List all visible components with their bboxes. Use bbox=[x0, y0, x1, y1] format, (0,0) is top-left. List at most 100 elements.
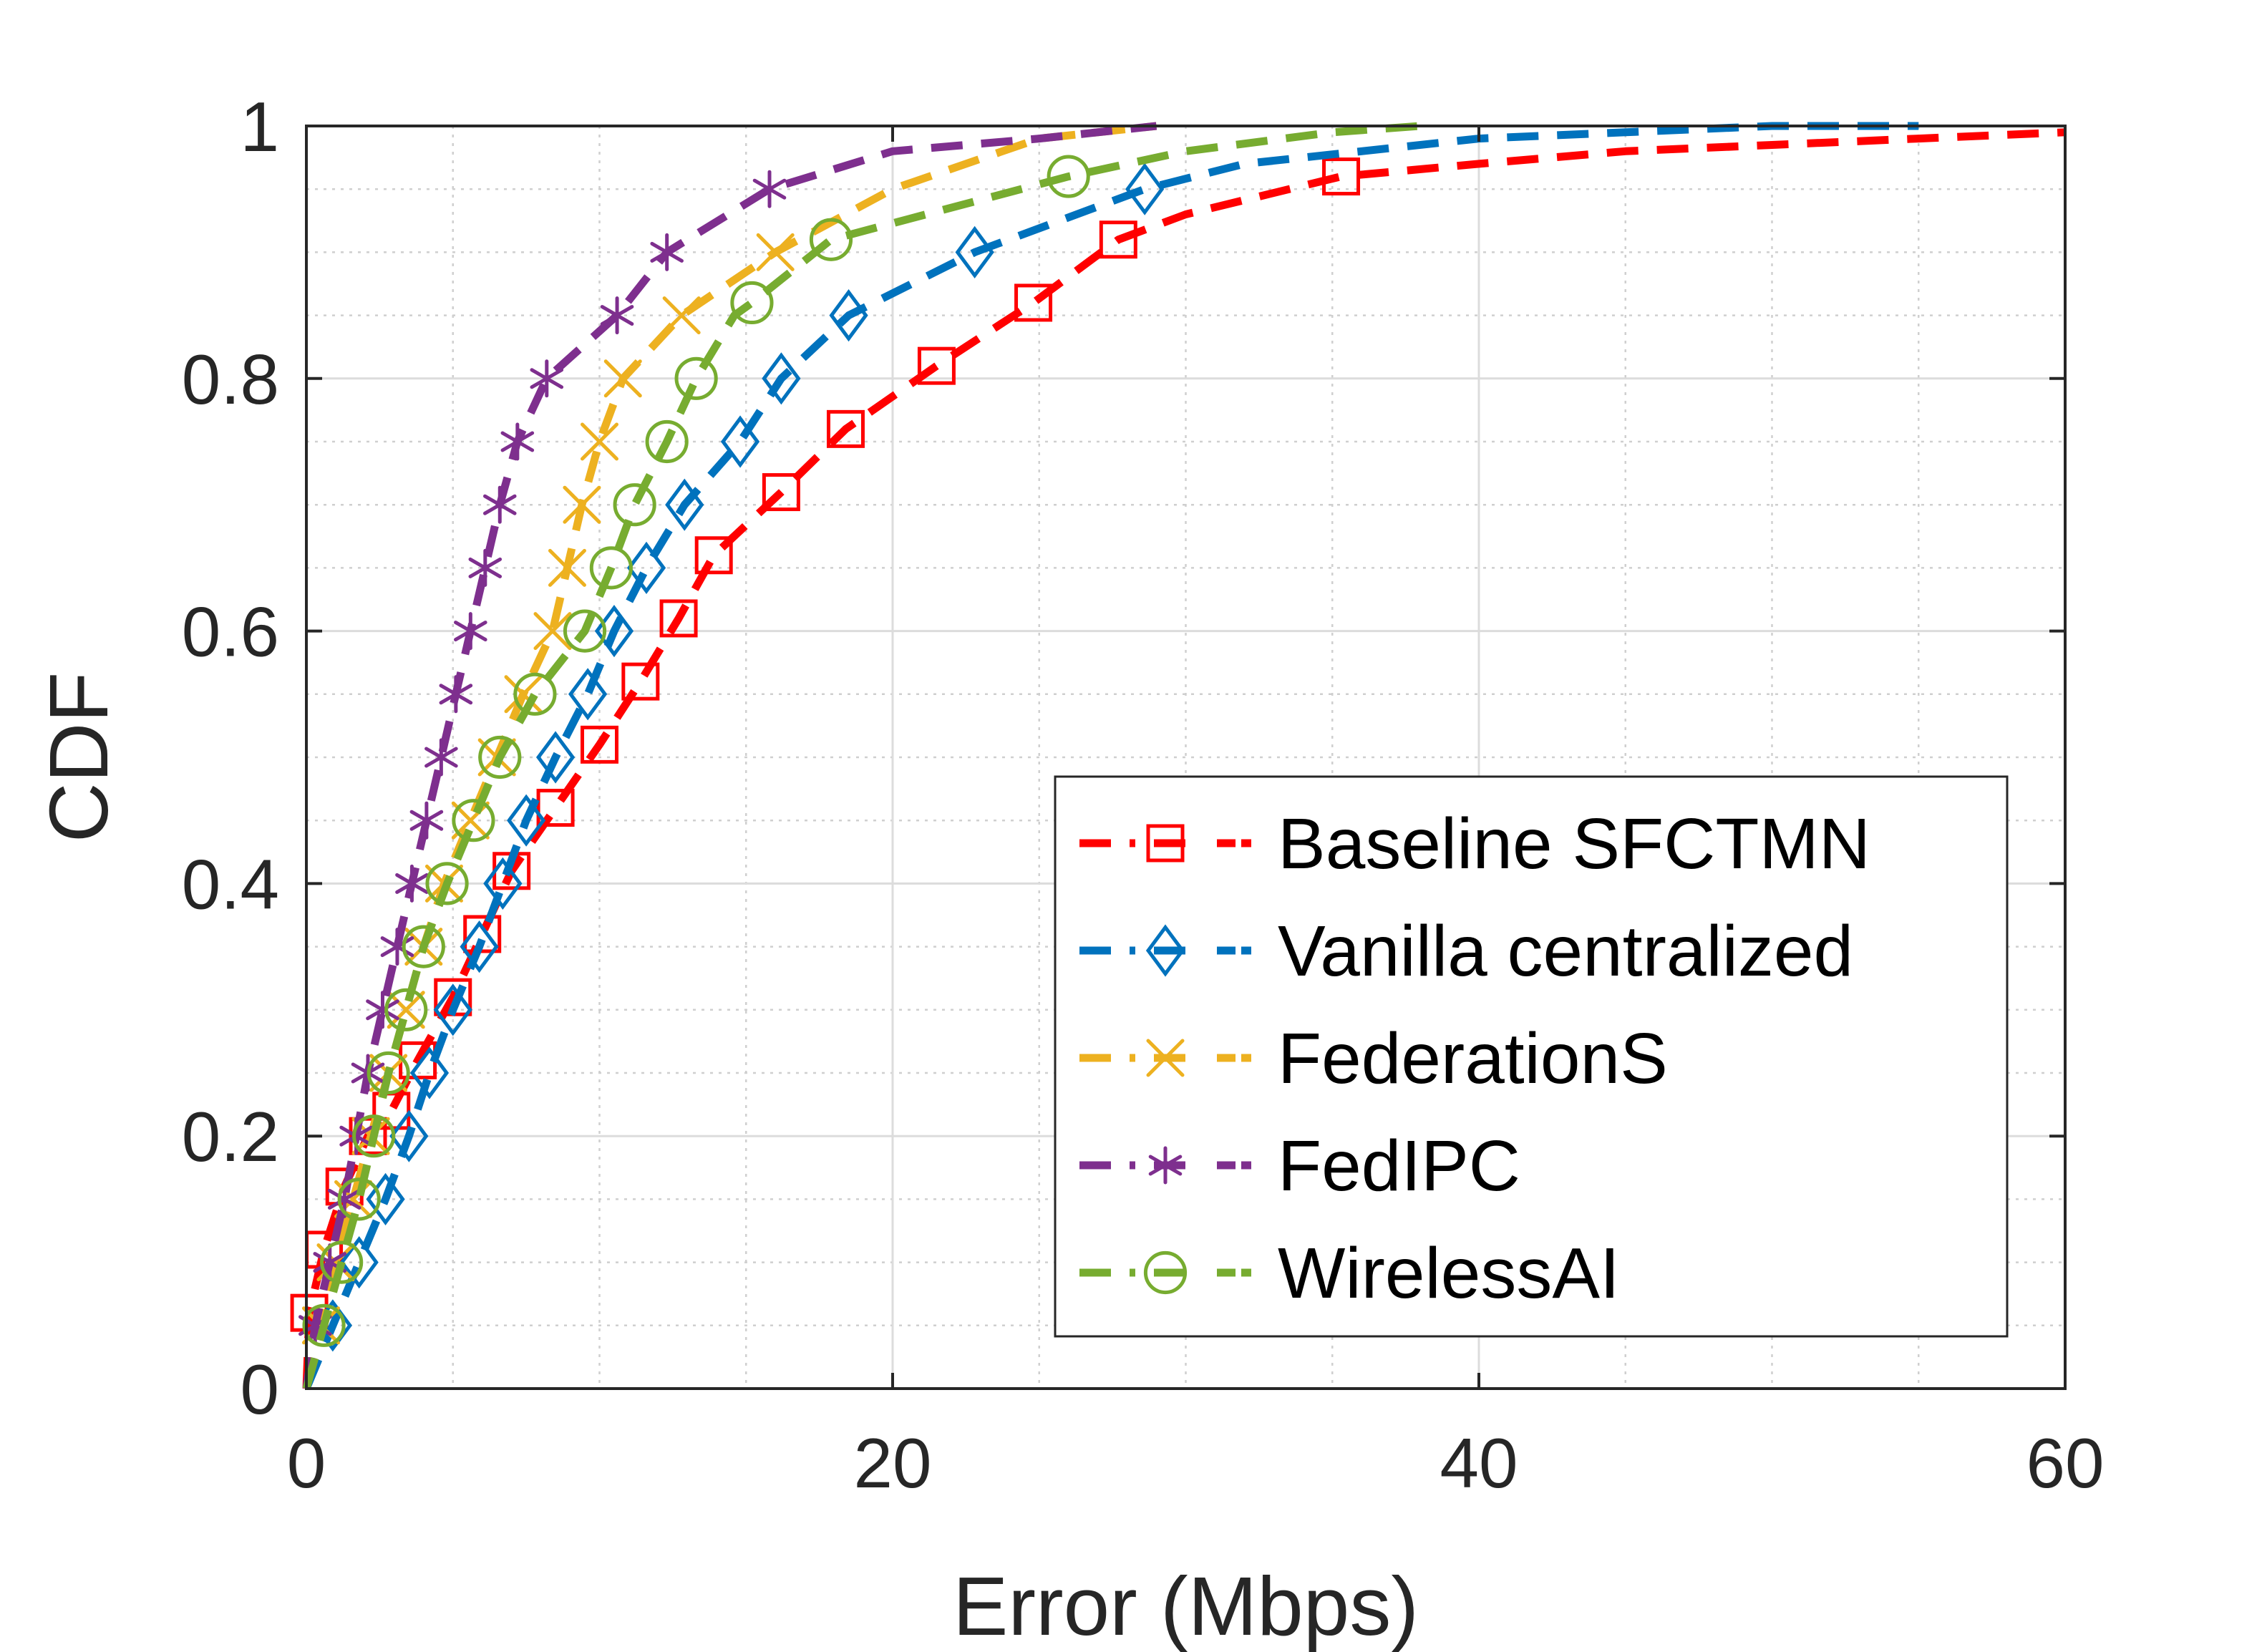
data-point-wirelessai bbox=[809, 218, 853, 261]
data-point-fedipc bbox=[600, 296, 634, 335]
data-point-baseline-sfctmn bbox=[463, 915, 502, 953]
legend-swatch-marker bbox=[1145, 924, 1185, 977]
data-point-wirelessai bbox=[337, 1177, 381, 1221]
data-point-fedipc bbox=[424, 738, 458, 777]
data-point-vanilla-centralized bbox=[720, 415, 760, 468]
data-point-wirelessai bbox=[645, 419, 689, 464]
y-tick-label: 1 bbox=[240, 87, 279, 166]
x-tick-label: 0 bbox=[287, 1424, 326, 1502]
data-point-baseline-sfctmn bbox=[762, 473, 800, 512]
y-axis-label: CDF bbox=[32, 672, 125, 842]
data-point-wirelessai bbox=[302, 1303, 346, 1347]
data-point-vanilla-centralized bbox=[366, 1172, 405, 1226]
data-point-wirelessai bbox=[589, 546, 633, 590]
series-markers-wirelessai bbox=[302, 155, 1090, 1347]
series-markers-fedipc bbox=[298, 170, 787, 1345]
data-point-vanilla-centralized bbox=[568, 668, 608, 721]
legend-item-fedipc: FedIPC bbox=[1079, 1126, 1520, 1206]
data-point-vanilla-centralized bbox=[762, 352, 801, 405]
legend-item-baseline-sfctmn: Baseline SFCTMN bbox=[1079, 804, 1870, 884]
data-point-baseline-sfctmn bbox=[1014, 283, 1053, 322]
data-point-vanilla-centralized bbox=[507, 794, 546, 847]
data-point-baseline-sfctmn bbox=[1099, 220, 1137, 259]
legend-item-federations: FederationS bbox=[1079, 1019, 1668, 1099]
series-line-vanilla-centralized bbox=[302, 122, 1919, 1391]
data-point-fedipc bbox=[530, 359, 564, 398]
data-point-federations bbox=[581, 422, 618, 461]
x-tick-label: 40 bbox=[1440, 1424, 1518, 1502]
series-layer bbox=[290, 122, 2066, 1391]
data-point-wirelessai bbox=[402, 925, 445, 968]
y-tick-label: 0.4 bbox=[182, 845, 279, 923]
data-point-federations bbox=[756, 233, 795, 271]
tick-labels: 0 20 40 60 0 0.2 0.4 0.6 0.8 1 bbox=[182, 87, 2105, 1502]
data-point-baseline-sfctmn bbox=[917, 346, 956, 385]
series-markers-vanilla-centralized bbox=[313, 162, 1165, 1352]
data-point-vanilla-centralized bbox=[955, 225, 994, 279]
data-point-fedipc bbox=[482, 485, 517, 524]
data-point-wirelessai bbox=[674, 356, 718, 400]
series-line-wirelessai bbox=[302, 122, 1421, 1390]
data-point-fedipc bbox=[454, 612, 487, 651]
data-point-baseline-sfctmn bbox=[581, 725, 618, 764]
data-point-wirelessai bbox=[425, 862, 469, 905]
x-axis-label: Error (Mbps) bbox=[953, 1560, 1419, 1652]
series-fedipc bbox=[298, 122, 1157, 1389]
data-point-wirelessai bbox=[613, 483, 656, 527]
legend-label: FedIPC bbox=[1278, 1126, 1520, 1206]
data-point-fedipc bbox=[650, 233, 684, 271]
data-point-vanilla-centralized bbox=[483, 857, 523, 910]
data-point-wirelessai bbox=[366, 1051, 410, 1095]
data-point-vanilla-centralized bbox=[460, 920, 499, 973]
data-point-vanilla-centralized bbox=[339, 1235, 379, 1289]
data-point-wirelessai bbox=[352, 1114, 396, 1158]
legend-swatch-marker bbox=[1146, 824, 1185, 863]
legend-swatch-marker bbox=[1143, 1250, 1188, 1295]
data-point-vanilla-centralized bbox=[389, 1109, 429, 1162]
legend-item-vanilla-centralized: Vanilla centralized bbox=[1079, 911, 1853, 991]
data-point-baseline-sfctmn bbox=[536, 789, 575, 827]
data-point-fedipc bbox=[752, 170, 787, 208]
data-point-baseline-sfctmn bbox=[1322, 157, 1361, 196]
data-point-fedipc bbox=[395, 864, 429, 903]
series-wirelessai bbox=[302, 122, 1421, 1390]
legend: Baseline SFCTMN Vanilla centralized Federa… bbox=[1054, 775, 2009, 1338]
series-vanilla-centralized bbox=[302, 122, 1919, 1391]
data-point-vanilla-centralized bbox=[409, 1046, 450, 1099]
data-point-fedipc bbox=[500, 422, 535, 461]
data-point-fedipc bbox=[439, 675, 473, 714]
data-point-baseline-sfctmn bbox=[826, 409, 865, 448]
x-tick-label: 60 bbox=[2026, 1424, 2104, 1502]
data-point-federations bbox=[504, 675, 543, 714]
legend-swatch-marker bbox=[1146, 1039, 1185, 1077]
x-tick-label: 20 bbox=[853, 1424, 931, 1502]
data-point-wirelessai bbox=[513, 672, 557, 716]
data-point-baseline-sfctmn bbox=[621, 662, 660, 701]
data-point-vanilla-centralized bbox=[665, 478, 704, 531]
data-point-wirelessai bbox=[478, 735, 522, 779]
data-point-fedipc bbox=[380, 928, 414, 966]
data-point-baseline-sfctmn bbox=[659, 599, 698, 638]
data-point-fedipc bbox=[366, 991, 399, 1029]
data-point-federations bbox=[387, 991, 425, 1029]
legend-label: FederationS bbox=[1278, 1019, 1668, 1099]
legend-label: WirelessAI bbox=[1278, 1233, 1620, 1313]
data-point-wirelessai bbox=[452, 799, 495, 842]
data-point-federations bbox=[662, 296, 701, 335]
data-point-vanilla-centralized bbox=[433, 983, 472, 1036]
data-point-fedipc bbox=[409, 801, 444, 840]
data-point-fedipc bbox=[468, 548, 503, 587]
data-point-baseline-sfctmn bbox=[694, 536, 733, 575]
plot-frame bbox=[305, 125, 2067, 1390]
y-tick-label: 0.8 bbox=[182, 340, 279, 419]
y-tick-label: 0.2 bbox=[182, 1097, 279, 1176]
legend-swatch-marker bbox=[1148, 1146, 1183, 1185]
legend-box bbox=[1054, 775, 2009, 1338]
y-tick-label: 0 bbox=[240, 1350, 279, 1429]
data-point-vanilla-centralized bbox=[535, 731, 576, 784]
data-point-federations bbox=[548, 548, 586, 587]
data-point-vanilla-centralized bbox=[626, 541, 666, 595]
legend-label: Baseline SFCTMN bbox=[1278, 804, 1870, 884]
data-point-federations bbox=[603, 359, 642, 398]
